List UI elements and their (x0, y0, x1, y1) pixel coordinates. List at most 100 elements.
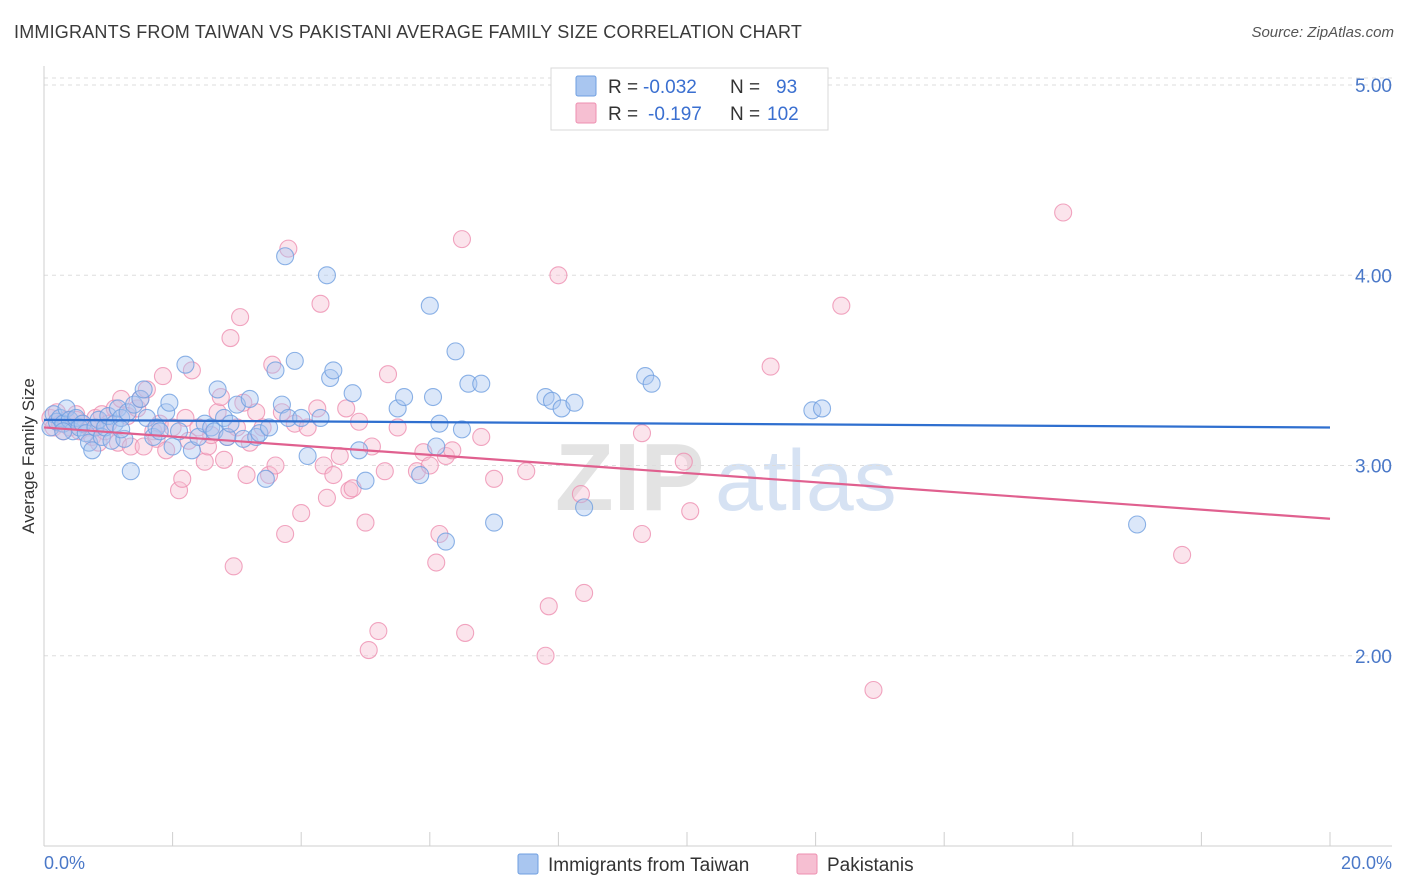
taiwan-point-23 (115, 429, 134, 448)
pakistani-point-45 (224, 557, 243, 576)
taiwan-point-87 (642, 374, 661, 393)
legend-swatch-pakistani (575, 102, 597, 124)
pakistani-point-52 (253, 418, 272, 437)
taiwan-point-37 (176, 355, 195, 374)
taiwan-point-36 (169, 422, 189, 441)
pakistani-point-28 (153, 367, 173, 386)
trend-line-taiwan (43, 418, 1331, 429)
taiwan-point-25 (121, 462, 140, 481)
pakistani-point-31 (169, 481, 189, 500)
taiwan-point-85 (575, 498, 594, 517)
watermark-zip: ZIP (555, 424, 704, 531)
taiwan-point-68 (388, 399, 407, 418)
pakistani-point-104 (1173, 545, 1192, 564)
taiwan-point-82 (542, 391, 562, 410)
taiwan-point-46 (221, 414, 240, 433)
pakistani-point-44 (221, 328, 240, 348)
pakistani-point-100 (761, 357, 780, 376)
chart-source: Source: ZipAtlas.com (1251, 24, 1394, 41)
legend-r-label-2: R = (608, 104, 638, 125)
legend-frame (550, 67, 829, 131)
pakistani-point-106 (134, 437, 153, 456)
pakistani-point-49 (237, 465, 256, 485)
x-ticks (43, 832, 1331, 846)
y-tick-label-1: 3.00 (1355, 457, 1392, 478)
pakistani-point-93 (549, 266, 568, 285)
bottom-legend-swatch-pakistani (796, 853, 818, 875)
pakistani-point-72 (356, 513, 375, 532)
pakistani-point-77 (378, 365, 398, 384)
pakistani-point-83 (430, 524, 449, 544)
taiwan-point-43 (208, 380, 227, 399)
taiwan-point-77 (446, 342, 465, 361)
legend-n-label-2: N = (730, 104, 760, 125)
bottom-legend-swatch-taiwan (517, 853, 539, 875)
taiwan-point-28 (134, 380, 153, 399)
pakistani-point-54 (263, 355, 282, 374)
bottom-legend-label-pakistani: Pakistanis (827, 855, 914, 876)
pakistani-point-37 (195, 452, 214, 471)
legend-r-label-1: R = (608, 77, 638, 98)
bottom-legend-label-taiwan: Immigrants from Taiwan (548, 855, 749, 876)
taiwan-point-67 (356, 471, 375, 490)
bottom-legend: Immigrants from Taiwan Pakistanis (517, 853, 914, 876)
legend-n-value-1: 93 (776, 77, 797, 98)
legend-box: R = -0.032 N = 93 R = -0.197 N = 102 (550, 67, 829, 131)
taiwan-point-32 (150, 422, 169, 441)
taiwan-point-59 (292, 408, 311, 428)
taiwan-point-13 (83, 441, 102, 460)
pakistani-point-99 (681, 502, 700, 521)
pakistani-point-82 (427, 553, 446, 572)
pakistani-point-92 (539, 597, 558, 616)
pakistani-point-60 (292, 504, 311, 523)
taiwan-point-89 (812, 399, 832, 418)
legend-r-value-2: -0.197 (648, 104, 702, 125)
taiwan-point-79 (472, 374, 491, 393)
axes (43, 66, 1392, 847)
legend-swatch-taiwan (575, 75, 597, 97)
taiwan-point-27 (131, 389, 150, 408)
series-taiwan-points (41, 247, 1147, 551)
taiwan-point-64 (324, 361, 343, 380)
pakistani-point-101 (832, 296, 851, 315)
pakistani-point-76 (375, 462, 394, 481)
pakistani-point-91 (536, 646, 555, 665)
taiwan-point-52 (256, 469, 275, 488)
pakistani-point-87 (456, 623, 475, 642)
legend-n-label-1: N = (730, 77, 760, 98)
pakistani-point-88 (472, 427, 491, 447)
pakistani-point-63 (311, 294, 330, 313)
taiwan-point-90 (1128, 515, 1147, 534)
taiwan-point-34 (160, 393, 179, 412)
pakistani-point-62 (308, 399, 327, 418)
pakistani-point-78 (388, 418, 407, 437)
taiwan-point-73 (427, 437, 446, 456)
x-tick-label-min: 0.0% (44, 853, 85, 873)
pakistani-point-94 (571, 484, 590, 504)
legend-r-value-1: -0.032 (643, 77, 697, 98)
taiwan-point-76 (452, 420, 472, 439)
x-tick-label-max: 20.0% (1341, 853, 1392, 873)
pakistani-point-57 (276, 524, 295, 544)
pakistani-point-32 (173, 469, 192, 488)
pakistani-point-73 (359, 640, 378, 660)
taiwan-point-58 (285, 351, 304, 370)
taiwan-point-72 (423, 387, 443, 407)
y-tick-label-2: 4.00 (1355, 266, 1392, 287)
grid-lines (44, 77, 1392, 657)
taiwan-point-35 (163, 437, 182, 456)
taiwan-point-60 (298, 446, 317, 466)
pakistani-point-69 (340, 481, 359, 500)
legend-n-value-2: 102 (767, 104, 799, 125)
taiwan-point-5 (57, 399, 76, 418)
pakistani-point-75 (369, 621, 388, 641)
taiwan-point-53 (259, 418, 279, 437)
pakistani-point-47 (231, 308, 250, 327)
pakistani-point-98 (674, 452, 693, 471)
taiwan-point-49 (240, 389, 259, 408)
taiwan-point-62 (317, 266, 336, 285)
taiwan-point-84 (565, 393, 584, 412)
pakistani-point-90 (517, 462, 536, 481)
taiwan-point-54 (266, 361, 285, 380)
